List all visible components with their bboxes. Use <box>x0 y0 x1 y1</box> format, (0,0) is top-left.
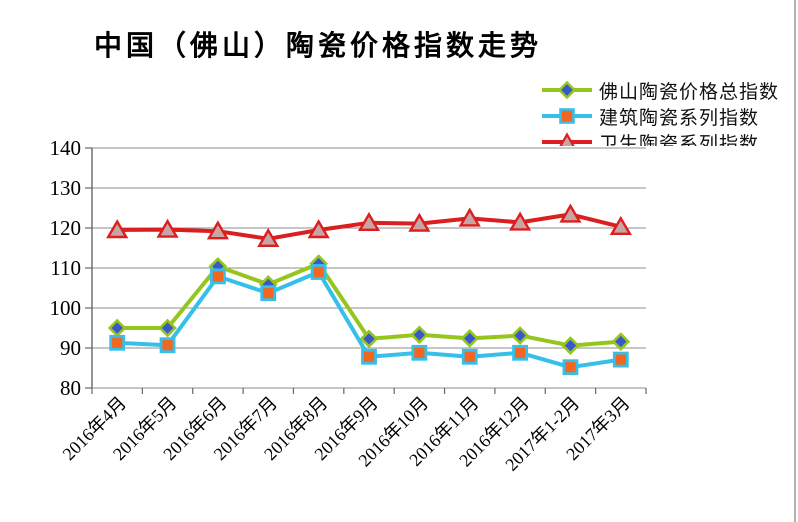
legend-sample-diamond <box>542 80 592 100</box>
square-marker-icon <box>559 108 575 124</box>
triangle-marker-icon <box>257 227 280 247</box>
triangle-marker-icon <box>408 212 431 232</box>
triangle-marker-icon <box>357 211 381 231</box>
triangle-marker-icon <box>609 215 632 235</box>
diamond-marker-icon <box>158 318 177 338</box>
triangle-marker-icon <box>206 220 229 240</box>
y-axis-label: 110 <box>50 256 81 280</box>
legend-label-sanitary-ceramic: 卫生陶瓷系列指数 <box>599 133 760 147</box>
diamond-marker-icon <box>410 325 429 345</box>
square-marker-icon <box>562 359 579 376</box>
legend-sample-triangle <box>542 132 592 146</box>
y-axis-label: 90 <box>60 336 81 360</box>
triangle-marker-icon <box>559 203 582 223</box>
diamond-marker-icon <box>359 329 379 349</box>
square-marker-icon <box>260 285 277 302</box>
legend-label-building-ceramic: 建筑陶瓷系列指数 <box>599 107 760 129</box>
diamond-marker-icon <box>107 318 127 338</box>
chart-title: 中国（佛山）陶瓷价格指数走势 <box>94 31 543 62</box>
diamond-marker-icon <box>460 329 480 348</box>
triangle-marker-icon <box>307 219 330 239</box>
triangle-marker-icon <box>106 219 129 239</box>
diamond-marker-icon <box>561 336 580 355</box>
y-axis-label: 130 <box>50 176 82 200</box>
y-axis-label: 80 <box>60 376 81 400</box>
legend-item-sanitary-ceramic: 卫生陶瓷系列指数 <box>541 129 797 146</box>
y-axis-label: 120 <box>50 216 82 240</box>
legend-item-building-ceramic: 建筑陶瓷系列指数 <box>541 103 797 129</box>
diamond-marker-icon <box>510 326 530 345</box>
square-marker-icon <box>109 334 126 351</box>
square-marker-icon <box>159 337 176 354</box>
triangle-marker-icon <box>509 211 532 231</box>
square-marker-icon <box>461 348 478 365</box>
square-marker-icon <box>361 348 377 365</box>
triangle-marker-icon <box>458 207 481 227</box>
window-right-border <box>794 0 796 522</box>
y-axis-label: 140 <box>50 136 82 160</box>
legend-label-total-index: 佛山陶瓷价格总指数 <box>599 81 780 103</box>
diamond-marker-icon <box>611 332 631 351</box>
diamond-marker-icon <box>557 80 577 100</box>
square-marker-icon <box>512 344 528 361</box>
square-marker-icon <box>411 344 428 361</box>
square-marker-icon <box>310 264 327 280</box>
square-marker-icon <box>210 268 226 285</box>
legend-sample-square <box>542 108 592 124</box>
legend: 佛山陶瓷价格总指数 建筑陶瓷系列指数 卫生陶瓷系列指数 <box>541 77 797 146</box>
triangle-marker-icon <box>156 218 179 238</box>
y-axis-label: 100 <box>50 296 82 320</box>
triangle-marker-icon <box>559 132 575 146</box>
legend-item-total-index: 佛山陶瓷价格总指数 <box>541 77 797 103</box>
square-marker-icon <box>612 351 629 368</box>
